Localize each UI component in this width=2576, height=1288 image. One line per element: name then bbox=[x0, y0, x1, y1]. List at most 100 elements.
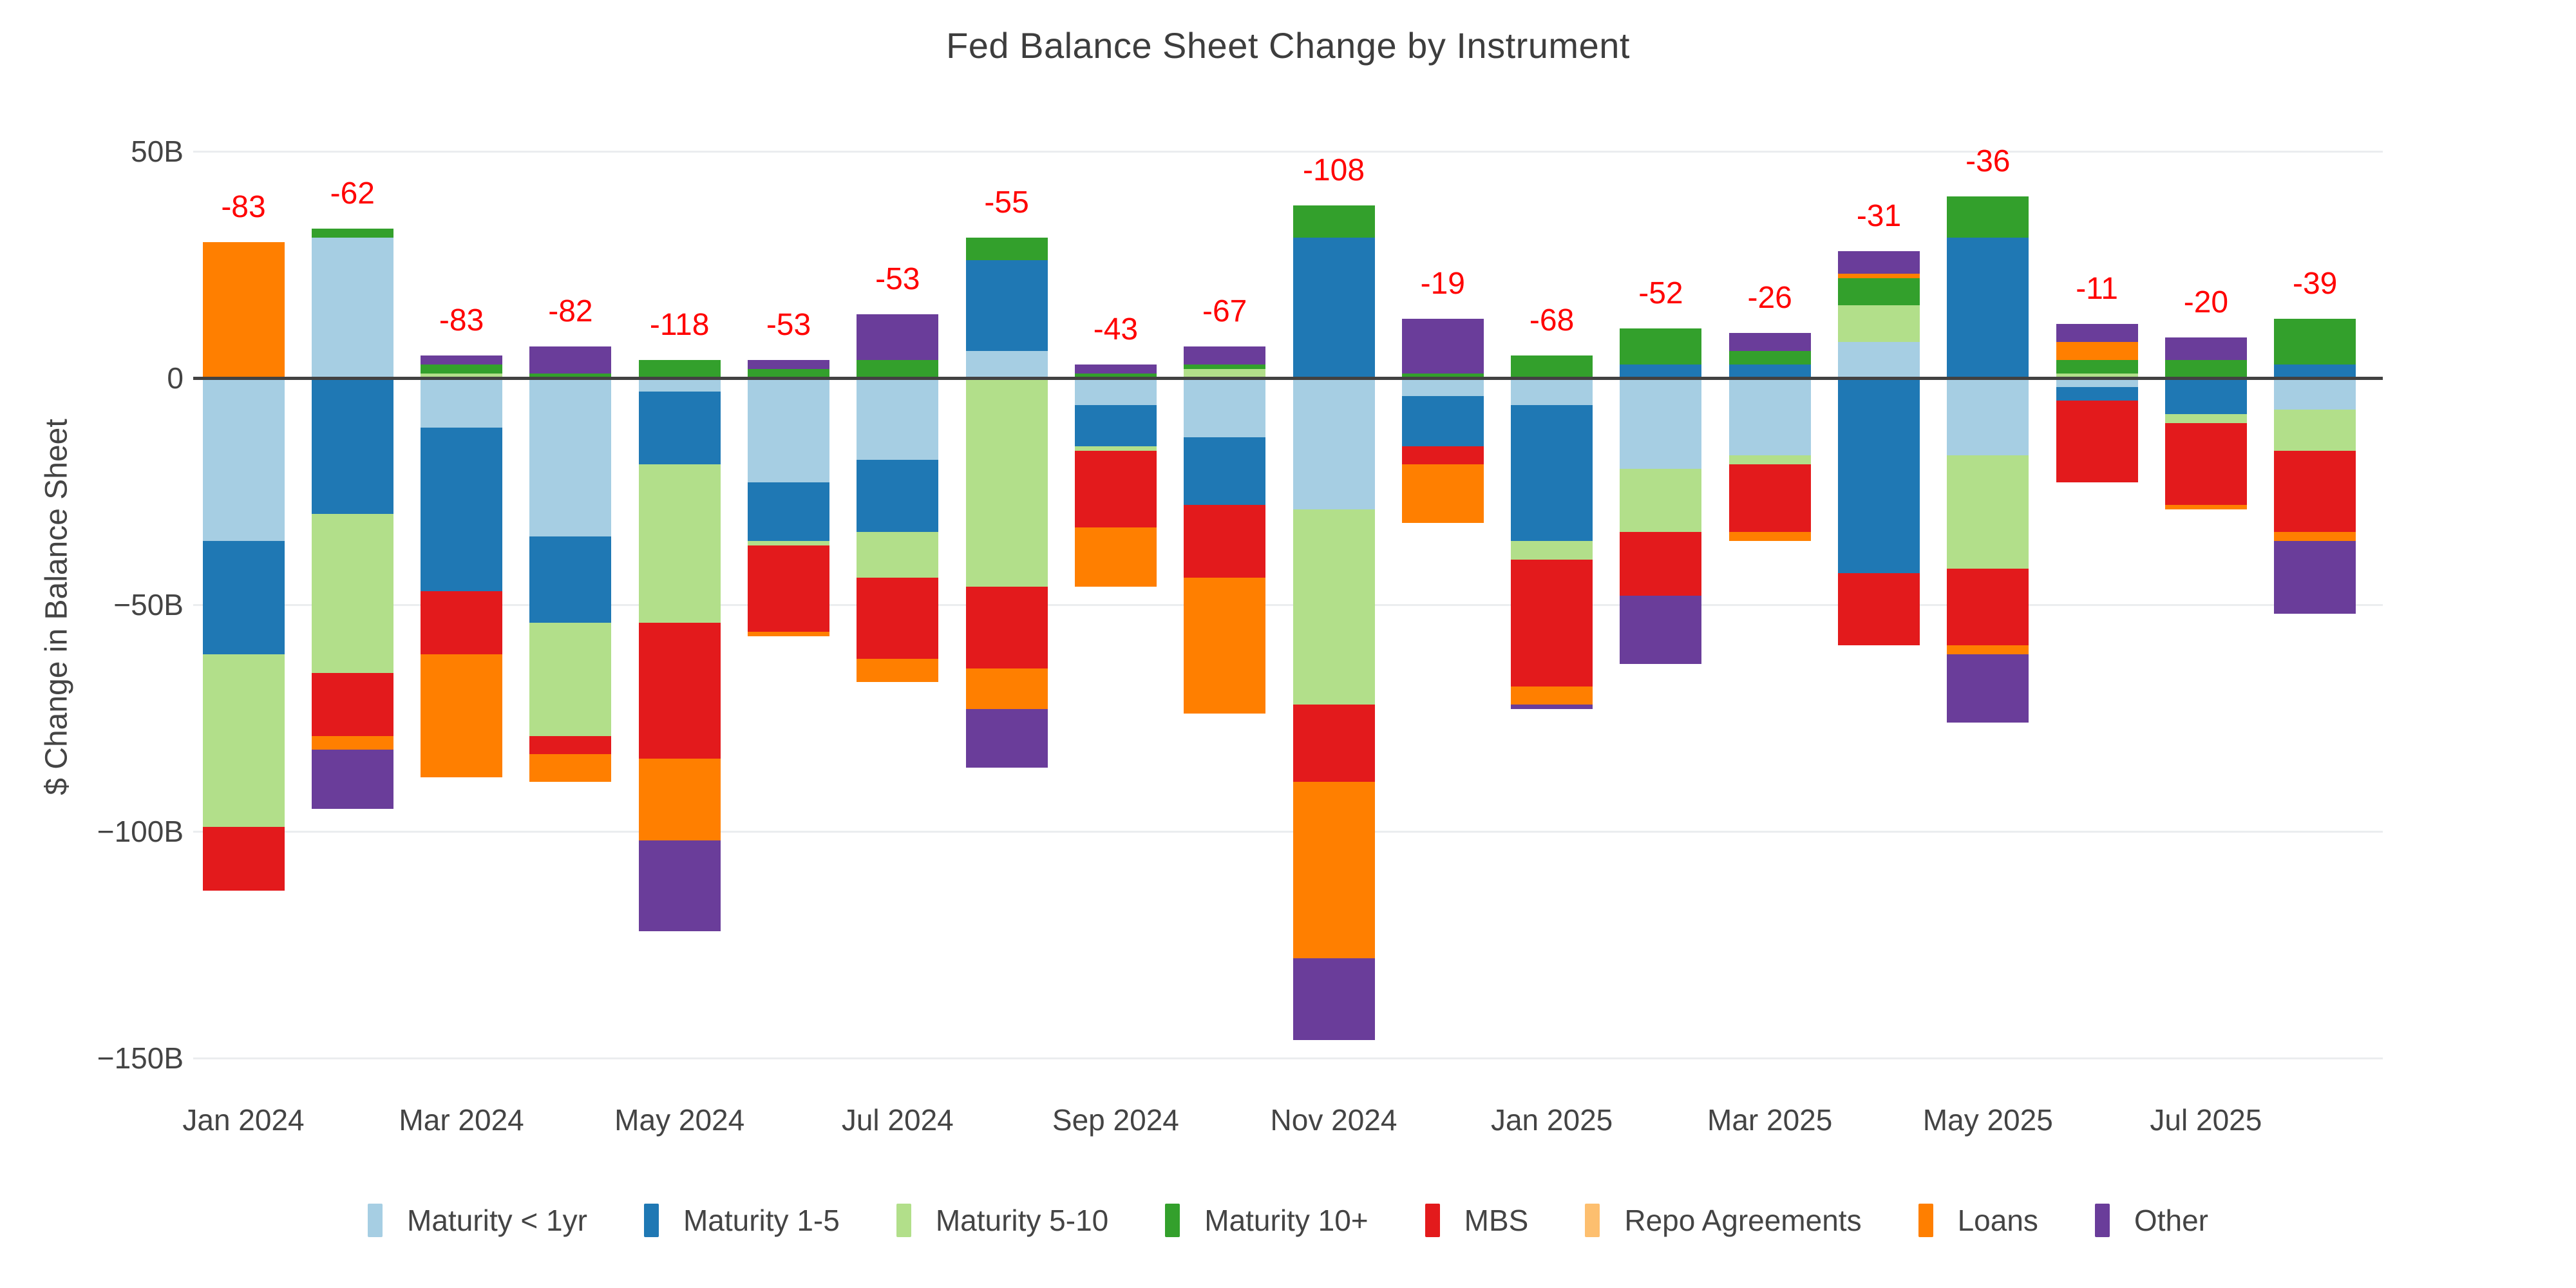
bar-segment[interactable] bbox=[1728, 364, 1811, 378]
bar-segment[interactable] bbox=[1401, 464, 1484, 524]
bar-segment[interactable] bbox=[857, 314, 939, 360]
bar-segment[interactable] bbox=[202, 242, 285, 378]
bar-segment[interactable] bbox=[2274, 541, 2356, 614]
legend-item-maturity-1yr[interactable]: Maturity < 1yr bbox=[368, 1203, 587, 1238]
bar-segment[interactable] bbox=[748, 482, 829, 542]
bar-segment[interactable] bbox=[965, 586, 1048, 668]
bar-segment[interactable] bbox=[1728, 378, 1811, 455]
bar-segment[interactable] bbox=[857, 378, 939, 460]
bar-segment[interactable] bbox=[1511, 559, 1593, 687]
bar-segment[interactable] bbox=[311, 237, 393, 378]
bar-segment[interactable] bbox=[202, 378, 285, 542]
bar-segment[interactable] bbox=[421, 378, 503, 428]
bar-segment[interactable] bbox=[1074, 527, 1157, 587]
bar-segment[interactable] bbox=[421, 364, 503, 374]
bar-segment[interactable] bbox=[1184, 505, 1266, 578]
bar-segment[interactable] bbox=[2164, 423, 2247, 506]
bar-segment[interactable] bbox=[1074, 450, 1157, 528]
bar-segment[interactable] bbox=[1293, 509, 1375, 705]
bar-segment[interactable] bbox=[1838, 573, 1920, 646]
bar-segment[interactable] bbox=[1184, 437, 1266, 506]
bar-segment[interactable] bbox=[1947, 237, 2029, 378]
legend-item-maturity-10-[interactable]: Maturity 10+ bbox=[1165, 1203, 1368, 1238]
bar-segment[interactable] bbox=[2164, 414, 2247, 424]
bar-segment[interactable] bbox=[529, 378, 612, 537]
bar-segment[interactable] bbox=[2274, 319, 2356, 365]
bar-segment[interactable] bbox=[857, 659, 939, 682]
bar-segment[interactable] bbox=[1293, 781, 1375, 959]
bar-segment[interactable] bbox=[202, 654, 285, 827]
bar-segment[interactable] bbox=[2056, 359, 2138, 374]
bar-segment[interactable] bbox=[748, 541, 829, 546]
bar-segment[interactable] bbox=[857, 359, 939, 378]
bar-segment[interactable] bbox=[1074, 405, 1157, 446]
bar-segment[interactable] bbox=[1620, 364, 1702, 378]
bar-segment[interactable] bbox=[2164, 378, 2247, 415]
bar-segment[interactable] bbox=[1293, 237, 1375, 378]
bar-segment[interactable] bbox=[638, 392, 721, 464]
bar-segment[interactable] bbox=[1293, 704, 1375, 782]
bar-segment[interactable] bbox=[1074, 364, 1157, 374]
bar-segment[interactable] bbox=[1511, 355, 1593, 378]
bar-segment[interactable] bbox=[1401, 446, 1484, 464]
bar-segment[interactable] bbox=[311, 228, 393, 238]
bar-segment[interactable] bbox=[1947, 455, 2029, 569]
bar-segment[interactable] bbox=[748, 378, 829, 482]
bar-segment[interactable] bbox=[2274, 450, 2356, 533]
bar-segment[interactable] bbox=[421, 428, 503, 591]
bar-segment[interactable] bbox=[1838, 341, 1920, 378]
legend-item-maturity-1-5[interactable]: Maturity 1-5 bbox=[643, 1203, 840, 1238]
bar-segment[interactable] bbox=[748, 632, 829, 637]
bar-segment[interactable] bbox=[1293, 205, 1375, 238]
bar-segment[interactable] bbox=[1293, 378, 1375, 510]
bar-segment[interactable] bbox=[2164, 337, 2247, 360]
bar-segment[interactable] bbox=[1728, 464, 1811, 533]
bar-segment[interactable] bbox=[2274, 410, 2356, 451]
bar-segment[interactable] bbox=[965, 237, 1048, 260]
bar-segment[interactable] bbox=[421, 654, 503, 777]
bar-segment[interactable] bbox=[2056, 373, 2138, 378]
bar-segment[interactable] bbox=[1184, 364, 1266, 369]
bar-segment[interactable] bbox=[2056, 378, 2138, 388]
bar-segment[interactable] bbox=[1838, 305, 1920, 342]
bar-segment[interactable] bbox=[965, 708, 1048, 768]
legend-item-loans[interactable]: Loans bbox=[1918, 1203, 2038, 1238]
bar-segment[interactable] bbox=[965, 350, 1048, 378]
bar-segment[interactable] bbox=[748, 368, 829, 378]
bar-segment[interactable] bbox=[1620, 468, 1702, 533]
bar-segment[interactable] bbox=[1620, 532, 1702, 596]
bar-segment[interactable] bbox=[311, 514, 393, 673]
bar-segment[interactable] bbox=[1293, 958, 1375, 1040]
bar-segment[interactable] bbox=[529, 346, 612, 374]
bar-segment[interactable] bbox=[529, 373, 612, 378]
bar-segment[interactable] bbox=[421, 591, 503, 655]
bar-segment[interactable] bbox=[638, 378, 721, 392]
bar-segment[interactable] bbox=[1511, 704, 1593, 709]
bar-segment[interactable] bbox=[421, 373, 503, 378]
bar-segment[interactable] bbox=[1074, 373, 1157, 378]
legend-item-mbs[interactable]: MBS bbox=[1425, 1203, 1528, 1238]
bar-segment[interactable] bbox=[965, 260, 1048, 351]
bar-segment[interactable] bbox=[1838, 251, 1920, 274]
bar-segment[interactable] bbox=[2056, 387, 2138, 401]
bar-segment[interactable] bbox=[965, 378, 1048, 587]
bar-segment[interactable] bbox=[1620, 595, 1702, 664]
bar-segment[interactable] bbox=[2274, 364, 2356, 378]
bar-segment[interactable] bbox=[2164, 505, 2247, 510]
bar-segment[interactable] bbox=[202, 826, 285, 891]
bar-segment[interactable] bbox=[1511, 686, 1593, 705]
bar-segment[interactable] bbox=[2164, 359, 2247, 378]
bar-segment[interactable] bbox=[1401, 378, 1484, 397]
bar-segment[interactable] bbox=[1620, 378, 1702, 469]
bar-segment[interactable] bbox=[1838, 274, 1920, 279]
bar-segment[interactable] bbox=[638, 464, 721, 623]
bar-segment[interactable] bbox=[311, 672, 393, 737]
bar-segment[interactable] bbox=[1947, 196, 2029, 238]
bar-segment[interactable] bbox=[311, 736, 393, 750]
bar-segment[interactable] bbox=[857, 459, 939, 533]
bar-segment[interactable] bbox=[2274, 532, 2356, 542]
bar-segment[interactable] bbox=[1728, 532, 1811, 542]
bar-segment[interactable] bbox=[748, 545, 829, 632]
bar-segment[interactable] bbox=[638, 623, 721, 759]
bar-segment[interactable] bbox=[529, 754, 612, 782]
